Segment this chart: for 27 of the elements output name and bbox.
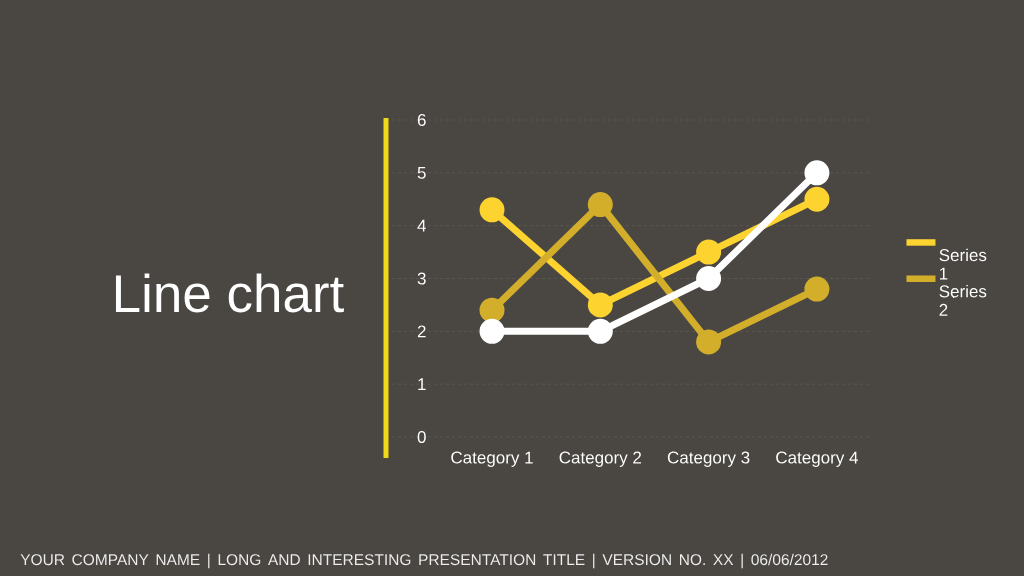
x-tick-label: Category 4 [776,451,858,467]
point [479,297,505,323]
x-tick-label: Category 3 [667,451,750,467]
point [804,276,830,302]
point [804,160,830,186]
point [479,318,505,344]
point [587,192,613,218]
y-tick-label: 3 [417,272,426,285]
y-tick-label: 0 [417,430,426,444]
y-tick-label: 6 [417,113,426,127]
x-tick-label: Category 1 [451,451,533,467]
y-tick-label: 4 [417,219,426,232]
point [587,292,613,318]
point [587,318,613,344]
text: Series 2 [939,284,987,316]
point [479,197,505,223]
point [696,329,722,355]
text: YOUR COMPANY NAME | LONG AND INTERESTING PRESENTATION TITLE | VERSION NO. XX | 06/06/2012 [20,553,828,569]
text: Line chart [115,273,344,313]
x-tick-label: Category 2 [559,451,642,467]
point [804,186,830,212]
y-tick-label: 2 [417,325,426,338]
y-tick-label: 5 [417,166,426,179]
point [696,239,722,265]
point [696,266,722,291]
y-tick-label: 1 [418,378,426,391]
text: Series 1 [939,248,987,280]
